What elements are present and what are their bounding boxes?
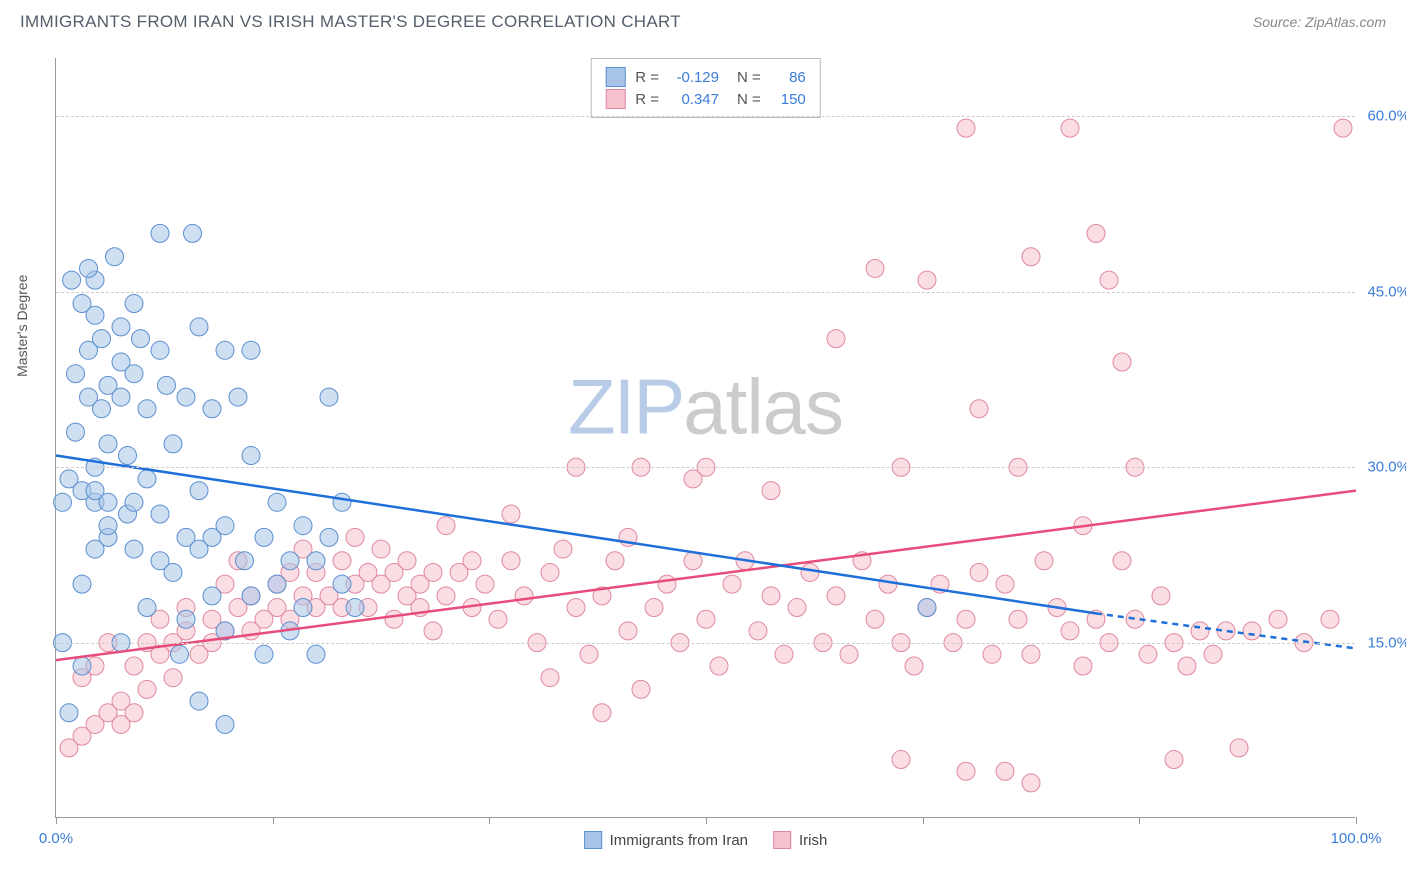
x-tick xyxy=(489,817,490,824)
scatter-plot-svg xyxy=(56,58,1355,817)
legend-row-blue: R = -0.129 N = 86 xyxy=(605,67,806,87)
y-tick-label: 30.0% xyxy=(1367,459,1406,476)
grid-line xyxy=(56,116,1355,117)
x-tick xyxy=(1139,817,1140,824)
grid-line xyxy=(56,292,1355,293)
x-tick-label-end: 100.0% xyxy=(1331,830,1382,847)
x-tick xyxy=(56,817,57,824)
grid-line xyxy=(56,467,1355,468)
legend-item-blue: Immigrants from Iran xyxy=(584,831,748,849)
x-tick xyxy=(273,817,274,824)
chart-plot-area: ZIPatlas R = -0.129 N = 86 R = 0.347 N =… xyxy=(55,58,1355,818)
y-tick-label: 60.0% xyxy=(1367,108,1406,125)
source-label: Source: ZipAtlas.com xyxy=(1253,14,1386,30)
x-tick xyxy=(706,817,707,824)
y-tick-label: 45.0% xyxy=(1367,283,1406,300)
y-axis-label: Master's Degree xyxy=(14,275,30,377)
legend-item-pink: Irish xyxy=(773,831,827,849)
x-tick xyxy=(1356,817,1357,824)
x-tick xyxy=(923,817,924,824)
series-legend: Immigrants from Iran Irish xyxy=(584,831,828,849)
x-tick-label-start: 0.0% xyxy=(39,830,73,847)
legend-row-pink: R = 0.347 N = 150 xyxy=(605,89,806,109)
chart-title: IMMIGRANTS FROM IRAN VS IRISH MASTER'S D… xyxy=(20,12,681,32)
grid-line xyxy=(56,643,1355,644)
y-tick-label: 15.0% xyxy=(1367,634,1406,651)
legend-swatch-pink xyxy=(605,89,625,109)
stats-legend: R = -0.129 N = 86 R = 0.347 N = 150 xyxy=(590,58,821,118)
legend-swatch-blue xyxy=(605,67,625,87)
